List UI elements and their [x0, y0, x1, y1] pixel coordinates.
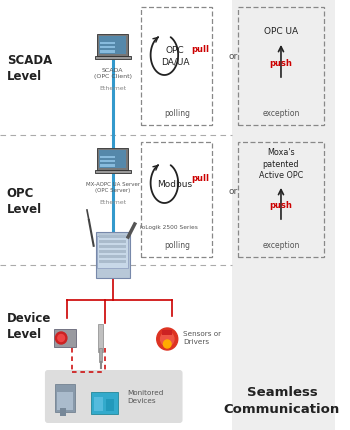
FancyBboxPatch shape [60, 408, 66, 416]
Text: OPC
Level: OPC Level [7, 186, 42, 215]
FancyBboxPatch shape [91, 392, 118, 414]
Text: Seamless
Communication: Seamless Communication [224, 385, 340, 415]
Text: pull: pull [191, 173, 209, 182]
FancyBboxPatch shape [99, 240, 126, 243]
FancyBboxPatch shape [99, 348, 102, 362]
FancyBboxPatch shape [95, 171, 131, 174]
Text: Ethernet: Ethernet [99, 86, 126, 91]
FancyBboxPatch shape [45, 370, 183, 423]
Text: SCADA
Level: SCADA Level [7, 53, 52, 82]
Text: exception: exception [262, 240, 300, 249]
FancyBboxPatch shape [98, 324, 103, 352]
FancyBboxPatch shape [100, 157, 116, 159]
Circle shape [55, 332, 67, 344]
FancyBboxPatch shape [100, 47, 116, 49]
FancyBboxPatch shape [100, 43, 116, 45]
Text: Moxa's
patented
Active OPC: Moxa's patented Active OPC [259, 148, 303, 179]
FancyBboxPatch shape [99, 261, 126, 264]
FancyBboxPatch shape [99, 37, 126, 55]
FancyBboxPatch shape [97, 35, 128, 57]
FancyBboxPatch shape [99, 246, 126, 249]
Text: exception: exception [262, 109, 300, 118]
FancyBboxPatch shape [106, 399, 114, 411]
Text: or: or [229, 186, 238, 195]
Text: pull: pull [191, 44, 209, 53]
Text: polling: polling [164, 240, 190, 249]
Circle shape [58, 335, 64, 342]
FancyBboxPatch shape [232, 0, 335, 430]
FancyBboxPatch shape [55, 384, 75, 412]
Text: push: push [270, 200, 292, 209]
Text: push: push [270, 58, 292, 68]
FancyBboxPatch shape [98, 237, 128, 268]
FancyBboxPatch shape [100, 51, 116, 53]
FancyBboxPatch shape [95, 57, 131, 60]
Text: Modbus: Modbus [158, 179, 192, 188]
FancyBboxPatch shape [99, 250, 126, 253]
FancyBboxPatch shape [162, 330, 172, 335]
Text: Ethernet: Ethernet [99, 200, 126, 205]
FancyBboxPatch shape [94, 397, 103, 411]
Text: SCADA
(OPC Client): SCADA (OPC Client) [94, 68, 132, 79]
Text: OPC UA: OPC UA [264, 26, 298, 35]
FancyBboxPatch shape [57, 392, 73, 410]
Text: OPC
DA/UA: OPC DA/UA [161, 46, 189, 66]
FancyBboxPatch shape [99, 255, 126, 258]
Circle shape [157, 328, 178, 350]
FancyBboxPatch shape [99, 150, 126, 169]
FancyBboxPatch shape [96, 233, 130, 278]
Text: polling: polling [164, 109, 190, 118]
Text: ioLogik 2500 Series: ioLogik 2500 Series [140, 225, 197, 230]
FancyBboxPatch shape [97, 148, 128, 171]
Circle shape [161, 332, 174, 346]
Text: Sensors or
Drivers: Sensors or Drivers [183, 331, 222, 344]
Text: Monitored
Devices: Monitored Devices [127, 389, 163, 403]
FancyBboxPatch shape [100, 161, 116, 163]
Text: or: or [229, 51, 238, 60]
Circle shape [163, 340, 171, 348]
FancyBboxPatch shape [99, 236, 126, 239]
Text: MX-AOPC UA Server
(OPC Server): MX-AOPC UA Server (OPC Server) [86, 181, 140, 193]
FancyBboxPatch shape [100, 165, 116, 167]
Text: Device
Level: Device Level [7, 311, 51, 340]
FancyBboxPatch shape [55, 329, 76, 347]
